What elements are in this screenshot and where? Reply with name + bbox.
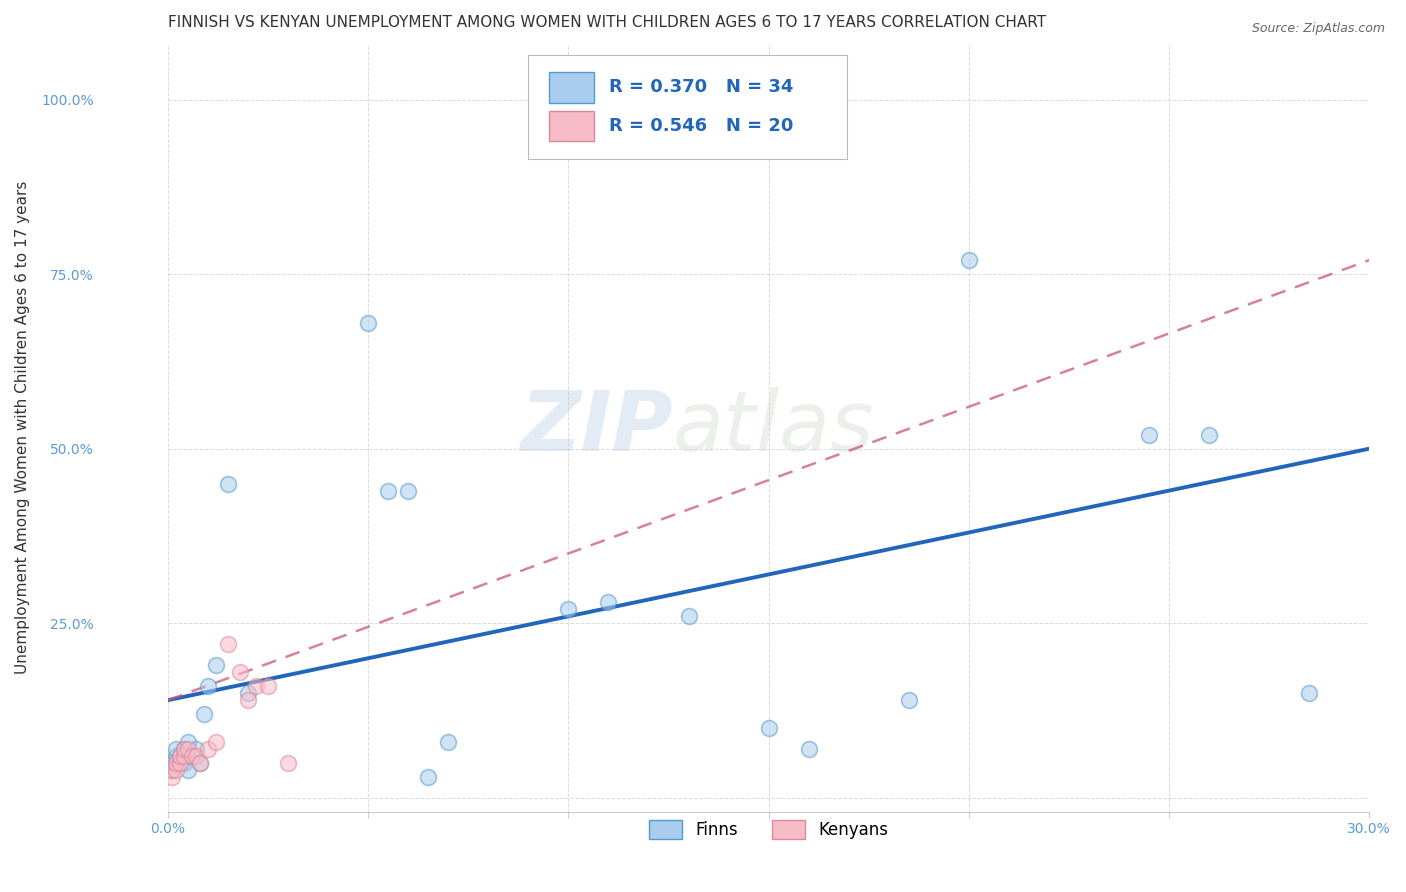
- Point: [160, 763, 183, 777]
- Text: R = 0.546   N = 20: R = 0.546 N = 20: [609, 117, 793, 135]
- Point: [181, 749, 204, 764]
- Text: Source: ZipAtlas.com: Source: ZipAtlas.com: [1251, 22, 1385, 36]
- Point: [177, 742, 200, 756]
- Point: [1198, 427, 1220, 442]
- Bar: [548, 111, 595, 141]
- Point: [396, 483, 419, 498]
- Point: [217, 476, 239, 491]
- Bar: [548, 72, 595, 103]
- Point: [165, 756, 187, 770]
- Point: [418, 770, 440, 784]
- Y-axis label: Unemployment Among Women with Children Ages 6 to 17 years: Unemployment Among Women with Children A…: [15, 181, 30, 674]
- Legend: Finns, Kenyans: Finns, Kenyans: [643, 814, 894, 846]
- Point: [357, 316, 380, 330]
- Point: [169, 749, 191, 764]
- Point: [277, 756, 299, 770]
- Point: [598, 595, 620, 609]
- Point: [173, 749, 195, 764]
- Point: [897, 693, 920, 707]
- Point: [245, 679, 267, 693]
- Point: [758, 721, 780, 735]
- Point: [957, 253, 980, 268]
- Point: [217, 637, 239, 651]
- Point: [169, 749, 191, 764]
- Point: [197, 679, 219, 693]
- Point: [205, 658, 228, 673]
- Point: [257, 679, 280, 693]
- Point: [165, 742, 187, 756]
- Text: R = 0.370   N = 34: R = 0.370 N = 34: [609, 78, 793, 96]
- Point: [173, 756, 195, 770]
- Point: [169, 756, 191, 770]
- Point: [236, 686, 259, 700]
- Point: [188, 756, 211, 770]
- FancyBboxPatch shape: [529, 55, 846, 159]
- Point: [377, 483, 399, 498]
- Point: [177, 735, 200, 749]
- Point: [160, 770, 183, 784]
- Text: FINNISH VS KENYAN UNEMPLOYMENT AMONG WOMEN WITH CHILDREN AGES 6 TO 17 YEARS CORR: FINNISH VS KENYAN UNEMPLOYMENT AMONG WOM…: [169, 15, 1046, 30]
- Point: [236, 693, 259, 707]
- Point: [197, 742, 219, 756]
- Point: [169, 756, 191, 770]
- Point: [193, 707, 215, 722]
- Point: [184, 742, 207, 756]
- Point: [557, 602, 579, 616]
- Point: [173, 742, 195, 756]
- Point: [205, 735, 228, 749]
- Point: [437, 735, 460, 749]
- Point: [165, 756, 187, 770]
- Point: [165, 763, 187, 777]
- Point: [173, 742, 195, 756]
- Point: [177, 763, 200, 777]
- Point: [229, 665, 252, 680]
- Point: [1298, 686, 1320, 700]
- Point: [797, 742, 820, 756]
- Point: [184, 749, 207, 764]
- Point: [188, 756, 211, 770]
- Text: atlas: atlas: [672, 387, 875, 468]
- Point: [160, 763, 183, 777]
- Point: [678, 609, 700, 624]
- Point: [1137, 427, 1160, 442]
- Text: ZIP: ZIP: [520, 387, 672, 468]
- Point: [160, 756, 183, 770]
- Point: [165, 749, 187, 764]
- Point: [181, 749, 204, 764]
